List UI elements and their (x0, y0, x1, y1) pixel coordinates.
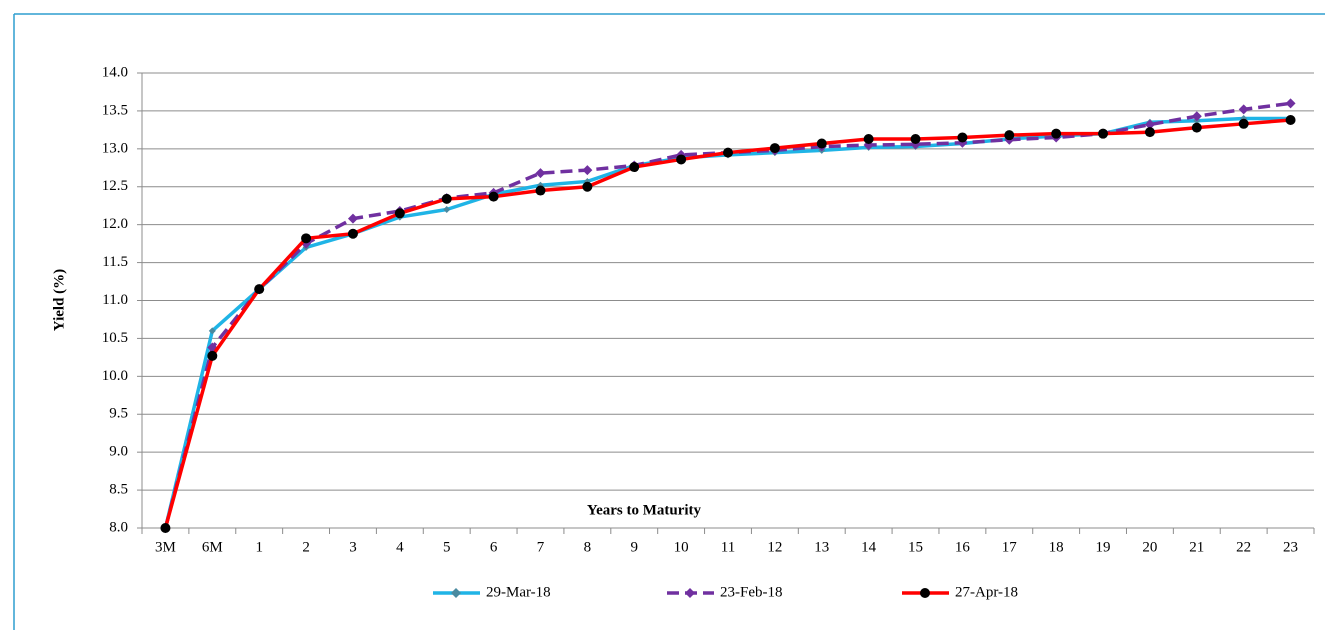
x-tick-label: 7 (537, 539, 545, 555)
x-tick-label: 23 (1283, 539, 1298, 555)
data-point (254, 284, 265, 295)
x-tick-label: 13 (814, 539, 829, 555)
y-tick-label: 9.0 (109, 444, 128, 460)
legend-marker (685, 588, 695, 598)
y-tick-label: 8.0 (109, 519, 128, 535)
x-tick-label: 16 (955, 539, 971, 555)
data-point (863, 133, 874, 144)
x-tick-label: 17 (1002, 539, 1018, 555)
x-tick-label: 11 (721, 539, 735, 555)
series-line (163, 118, 1291, 529)
data-point (769, 143, 780, 154)
x-tick-label: 22 (1236, 539, 1251, 555)
y-tick-label: 10.0 (102, 368, 128, 384)
x-tick-label: 9 (630, 539, 638, 555)
data-point (208, 327, 216, 335)
y-tick-label: 11.0 (102, 292, 128, 308)
data-point (582, 181, 593, 192)
x-tick-label: 2 (302, 539, 310, 555)
data-point (1191, 122, 1202, 133)
data-point (347, 213, 358, 224)
y-tick-label: 9.5 (109, 406, 128, 422)
data-point (582, 165, 593, 176)
y-tick-label: 13.0 (102, 140, 128, 156)
data-point (957, 132, 968, 143)
x-tick-label: 4 (396, 539, 404, 555)
series-line (163, 101, 1291, 529)
data-point (1238, 104, 1249, 115)
x-tick-label: 15 (908, 539, 923, 555)
data-point (1144, 127, 1155, 138)
legend-label: 23-Feb-18 (720, 584, 783, 600)
data-point (347, 228, 358, 239)
data-point (535, 185, 546, 196)
y-axis-title: Yield (%) (51, 269, 67, 331)
x-tick-label: 21 (1189, 539, 1204, 555)
y-tick-label: 11.5 (102, 254, 128, 270)
data-point (488, 191, 499, 202)
data-point (301, 233, 312, 244)
x-tick-label: 14 (861, 539, 877, 555)
data-point (1004, 130, 1015, 141)
y-tick-label: 8.5 (109, 482, 128, 498)
x-tick-label: 6 (490, 539, 498, 555)
x-tick-label: 3M (155, 539, 176, 555)
x-tick-label: 8 (584, 539, 592, 555)
x-tick-label: 20 (1142, 539, 1157, 555)
x-tick-label: 1 (255, 539, 263, 555)
data-point (629, 162, 640, 173)
data-point (1238, 118, 1249, 129)
data-point (1191, 111, 1202, 122)
data-point (394, 208, 405, 219)
legend-marker (920, 588, 930, 598)
data-point (441, 193, 452, 204)
legend-label: 29-Mar-18 (486, 584, 551, 600)
data-point (1144, 119, 1155, 130)
legend-marker (451, 588, 461, 598)
data-point (1051, 128, 1062, 139)
data-point (816, 138, 827, 149)
data-point (207, 350, 218, 361)
series-line (163, 116, 1291, 529)
data-point (1285, 115, 1296, 126)
x-axis-title: Years to Maturity (587, 502, 702, 518)
y-tick-label: 12.5 (102, 178, 128, 194)
y-tick-label: 10.5 (102, 330, 128, 346)
x-tick-label: 3 (349, 539, 357, 555)
x-tick-label: 18 (1049, 539, 1064, 555)
y-tick-label: 12.0 (102, 216, 128, 232)
y-tick-label: 13.5 (102, 102, 128, 118)
data-point (910, 133, 921, 144)
data-point (443, 206, 451, 213)
y-tick-label: 14.0 (102, 64, 128, 80)
x-tick-label: 12 (767, 539, 782, 555)
x-tick-label: 19 (1096, 539, 1111, 555)
data-point (160, 523, 171, 533)
legend-label: 27-Apr-18 (955, 584, 1018, 600)
data-point (1098, 128, 1109, 139)
x-tick-label: 6M (202, 539, 223, 555)
data-point (676, 154, 687, 165)
data-point (1285, 98, 1296, 109)
x-tick-label: 10 (674, 539, 689, 555)
data-point (723, 147, 733, 158)
data-point (535, 168, 546, 179)
x-tick-label: 5 (443, 539, 451, 555)
